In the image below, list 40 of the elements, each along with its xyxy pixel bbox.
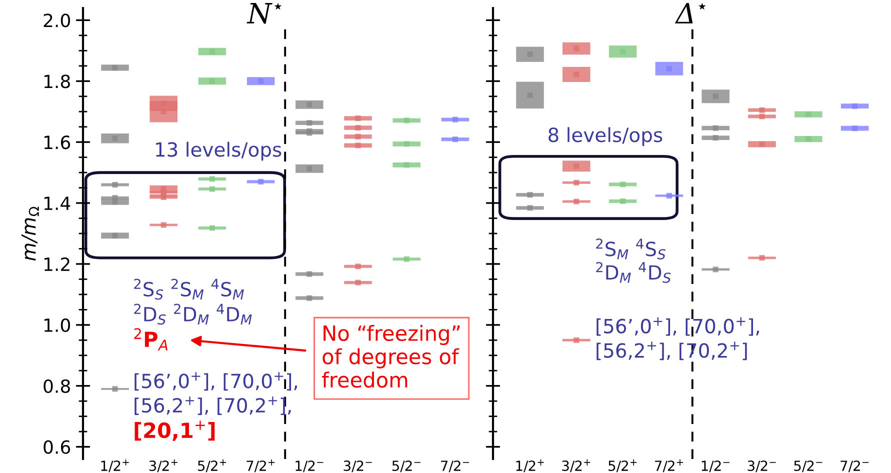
annotation: [56,2$^{+}$], [70,2$^{+}$] (596, 342, 747, 360)
x-tick-label: 7/2$^{+}$ (655, 459, 684, 472)
annotation: 13 levels/ops (156, 142, 282, 161)
annotation: [20,1$^{+}$] (134, 420, 215, 441)
annotation: [56,2$^{+}$], [70,2$^{+}$], (134, 396, 291, 415)
x-tick-label: 3/2$^{+}$ (149, 459, 178, 472)
x-tick-label: 5/2$^{+}$ (608, 459, 637, 472)
y-tick-label: 1.0 (44, 318, 70, 332)
y-tick-label: 2.0 (44, 14, 70, 28)
x-tick-label: 1/2$^{−}$ (296, 460, 324, 472)
x-tick-label: 3/2$^{−}$ (748, 460, 776, 472)
text: $^{2}$S$_{S}$ $^{2}$S$_{M}$ $^{4}$S$_{M}$ (134, 278, 244, 300)
chart-title: Δ$^{⋆}$ (674, 2, 706, 24)
x-tick-label: 7/2$^{−}$ (441, 460, 470, 472)
text: $^{2}$D$_{S}$ $^{2}$D$_{M}$ $^{4}$D$_{M}$ (134, 304, 252, 325)
x-tick-label: 3/2$^{+}$ (562, 459, 590, 472)
x-tick-label: 1/2$^{−}$ (702, 460, 730, 472)
annotation: No “freezing” of degrees of freedom (322, 324, 460, 388)
y-tick-label: 0.6 (44, 440, 70, 454)
annotation: $^{2}$S$_{M}$ $^{4}$S$_{S}$ (596, 238, 666, 260)
x-tick-label: 5/2$^{+}$ (198, 459, 226, 472)
x-tick-label: 5/2$^{−}$ (794, 460, 822, 472)
x-tick-label: 3/2$^{−}$ (344, 460, 372, 472)
annotation: [56’,0$^{+}$], [70,0$^{+}$], (134, 372, 297, 391)
chart-title: N$^{⋆}$ (246, 2, 282, 24)
y-tick-label: 1.6 (44, 136, 70, 150)
x-tick-label: 1/2$^{+}$ (516, 459, 544, 472)
y-axis-title: m/m$_{Ω}$ (21, 206, 39, 261)
x-tick-label: 7/2$^{−}$ (840, 460, 869, 472)
x-tick-label: 7/2$^{+}$ (246, 459, 275, 472)
annotation: $^{2}$D$_{M}$ $^{4}$D$_{S}$ (596, 262, 671, 283)
annotation: [56’,0$^{+}$], [70,0$^{+}$], (596, 317, 759, 336)
x-tick-label: 5/2$^{−}$ (392, 460, 420, 472)
annotation: $^{2}$P$_{A}$ (134, 328, 168, 350)
y-tick-label: 1.2 (44, 257, 70, 271)
y-tick-label: 1.8 (44, 74, 70, 88)
y-tick-label: 1.4 (44, 196, 70, 210)
y-tick-label: 0.8 (44, 379, 70, 393)
annotation: 8 levels/ops (548, 127, 662, 146)
x-tick-label: 1/2$^{+}$ (101, 459, 129, 472)
